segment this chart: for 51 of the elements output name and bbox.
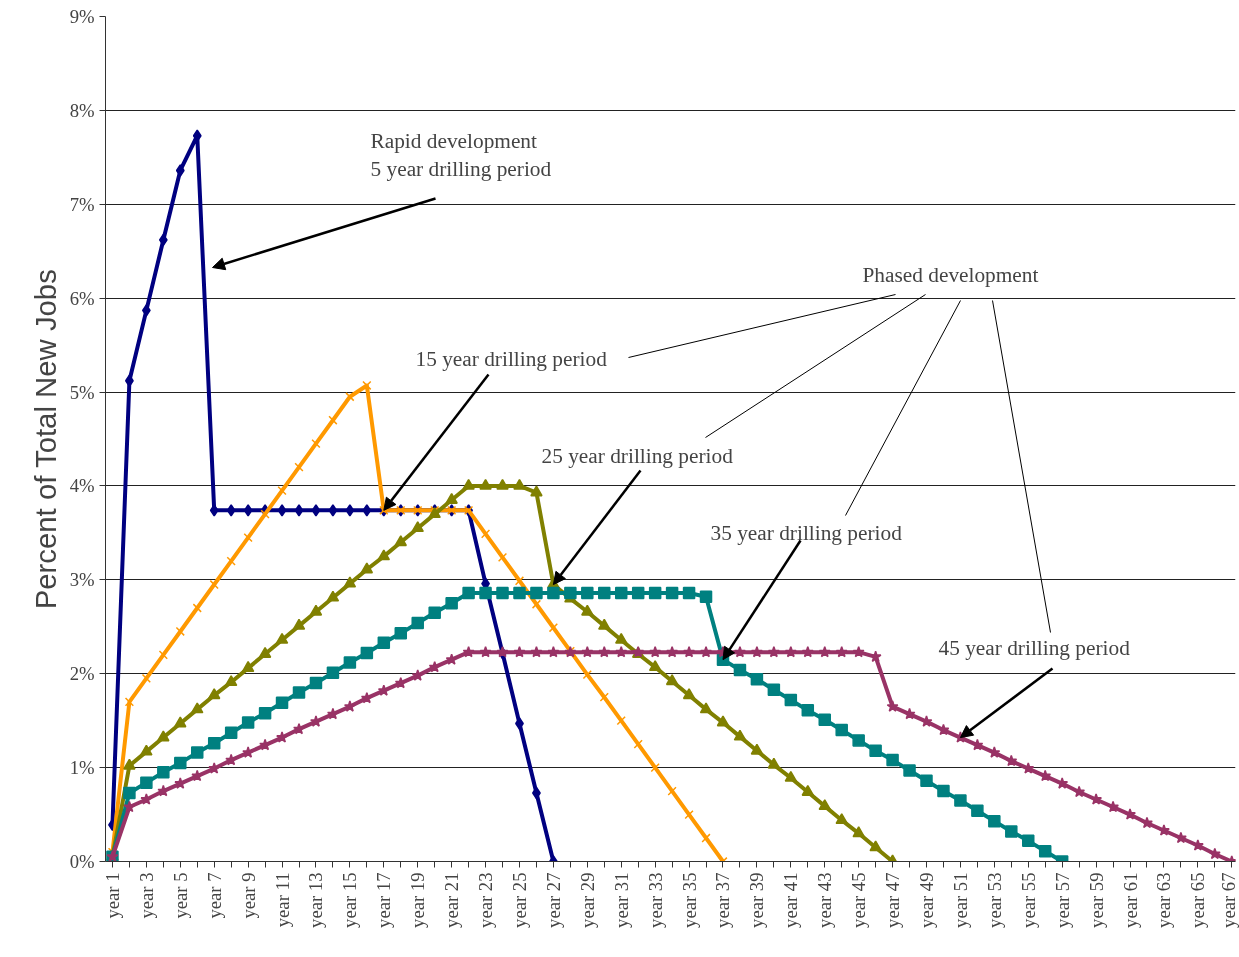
x-tick-label: year 29 (576, 872, 598, 928)
x-tick-label: year 35 (678, 872, 700, 928)
x-tick-label: year 51 (949, 872, 971, 928)
y-tick-label: 2% (69, 663, 95, 685)
y-tick-label: 9% (69, 6, 95, 27)
y-tick-label: 4% (69, 475, 95, 497)
annotation: 35 year drilling period (710, 520, 903, 545)
y-tick-label: 5% (69, 381, 95, 403)
x-tick-label: year 23 (475, 872, 497, 928)
x-tick-label: year 39 (746, 872, 768, 928)
x-tick-label: year 17 (373, 872, 395, 928)
x-tick-label: year 41 (780, 872, 802, 928)
y-tick-label: 6% (69, 287, 95, 309)
x-tick-label: year 47 (882, 872, 904, 928)
x-tick-label: year 11 (271, 872, 293, 928)
x-tick-label: year 31 (610, 872, 632, 928)
annotation: 25 year drilling period (541, 443, 734, 468)
x-tick-label: year 43 (814, 872, 836, 928)
annotation: 15 year drilling period (415, 346, 608, 371)
x-tick-label: year 25 (508, 872, 530, 928)
x-tick-label: year 33 (644, 872, 666, 928)
x-tick-label: year 49 (916, 872, 937, 928)
x-tick-label: year 65 (1187, 872, 1209, 928)
y-tick-label: 0% (69, 851, 95, 872)
y-tick-label: 7% (69, 193, 95, 215)
y-axis-title: Percent of Total New Jobs (28, 269, 62, 610)
x-tick-label: year 37 (712, 872, 734, 928)
y-tick-label: 3% (69, 569, 95, 591)
x-tick-label: year 55 (1017, 872, 1039, 928)
x-tick-label: year 27 (542, 872, 564, 928)
x-tick-label: year 57 (1051, 872, 1073, 928)
x-tick-label: year 67 (1218, 872, 1239, 928)
x-tick-label: year 61 (1119, 872, 1141, 928)
x-tick-label: year 59 (1085, 872, 1107, 928)
x-tick-label: year 53 (983, 872, 1005, 928)
x-tick-label: year 7 (203, 872, 225, 919)
x-tick-label: year 19 (407, 872, 429, 928)
x-tick-label: year 5 (169, 872, 191, 919)
x-tick-label: year 3 (135, 872, 157, 919)
x-tick-label: year 9 (237, 872, 259, 919)
x-tick-label: year 15 (339, 872, 361, 928)
y-tick-label: 8% (69, 99, 95, 121)
x-tick-label: year 1 (101, 872, 123, 919)
annotation: 45 year drilling period (938, 635, 1131, 660)
x-tick-label: year 21 (441, 872, 463, 928)
x-tick-label: year 13 (305, 872, 327, 928)
x-tick-label: year 45 (848, 872, 870, 928)
annotation: Rapid development 5 year drilling period (370, 128, 552, 181)
annotation: Phased development (862, 262, 1039, 287)
x-tick-label: year 63 (1153, 872, 1175, 928)
y-tick-label: 1% (69, 757, 95, 779)
